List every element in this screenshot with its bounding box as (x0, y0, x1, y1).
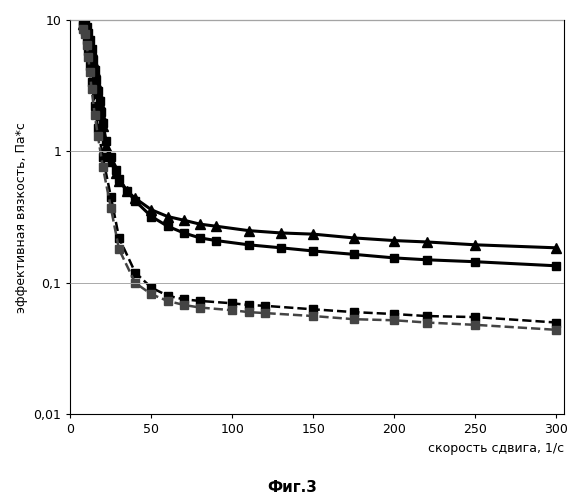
Y-axis label: эффективная вязкость, Па*с: эффективная вязкость, Па*с (15, 122, 28, 312)
X-axis label: скорость сдвига, 1/с: скорость сдвига, 1/с (428, 442, 565, 455)
Text: Фиг.3: Фиг.3 (267, 480, 317, 495)
